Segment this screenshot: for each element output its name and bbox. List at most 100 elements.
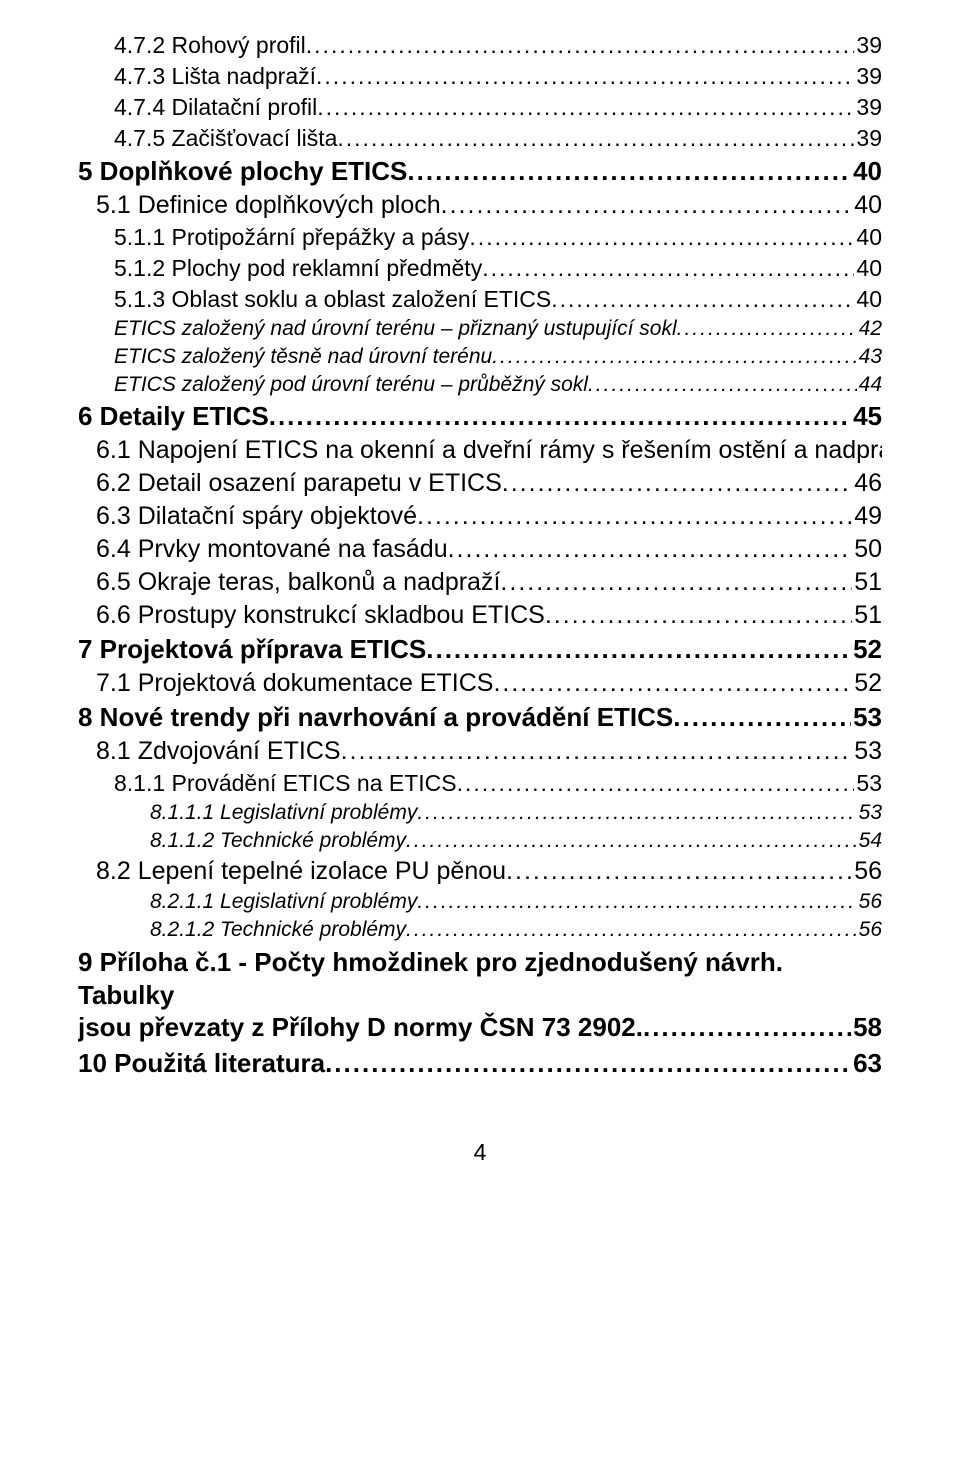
toc-entry-page: 51 [852, 601, 882, 630]
toc-entry-title: 8.2 Lepení tepelné izolace PU pěnou [96, 857, 506, 886]
toc-entry: 6.5 Okraje teras, balkonů a nadpraží51 [78, 568, 882, 597]
toc-entry: 8.1 Zdvojování ETICS53 [78, 737, 882, 766]
toc-entry-page: 53 [851, 702, 882, 733]
toc-entry-page: 43 [857, 345, 882, 369]
toc-leader-dots [673, 702, 851, 733]
toc-leader-dots [325, 1048, 851, 1079]
toc-leader-dots [545, 601, 852, 630]
toc-leader-dots [337, 125, 854, 152]
toc-entry-page: 50 [852, 535, 882, 564]
toc-entry-title: 8.1 Zdvojování ETICS [96, 737, 341, 766]
toc-entry: ETICS založený pod úrovní terénu – průbě… [78, 373, 882, 397]
toc-entry-page: 40 [854, 224, 882, 251]
toc-entry-title: ETICS založený pod úrovní terénu – průbě… [114, 373, 588, 397]
toc-leader-dots [269, 401, 851, 432]
toc-entry: 5.1.2 Plochy pod reklamní předměty 40 [78, 255, 882, 282]
toc-entry-page: 40 [852, 191, 882, 220]
toc-leader-dots [341, 737, 853, 766]
toc-entry-page: 42 [857, 317, 882, 341]
toc-entry-page: 49 [852, 502, 882, 531]
toc-entry-page: 45 [851, 401, 882, 432]
toc-leader-dots [417, 890, 856, 914]
toc-entry: 4.7.3 Lišta nadpraží 39 [78, 63, 882, 90]
toc-entry-title: 5.1 Definice doplňkových ploch [96, 191, 441, 220]
toc-leader-dots [441, 191, 853, 220]
toc-entry-title: 10 Použitá literatura [78, 1048, 325, 1079]
toc-entry-page: 52 [851, 634, 882, 665]
toc-leader-dots [316, 63, 854, 90]
toc-entry-title: 6.2 Detail osazení parapetu v ETICS [96, 469, 502, 498]
toc-entry: 9 Příloha č.1 - Počty hmoždinek pro zjed… [78, 946, 882, 1044]
toc-entry-title-line: 9 Příloha č.1 - Počty hmoždinek pro zjed… [78, 946, 882, 1011]
toc-entry: ETICS založený těsně nad úrovní terénu 43 [78, 345, 882, 369]
toc-entry: 4.7.2 Rohový profil39 [78, 32, 882, 59]
toc-entry-page: 46 [852, 469, 882, 498]
toc-leader-dots [506, 857, 852, 886]
toc-leader-dots [492, 345, 856, 369]
toc-entry-title: 8.1.1 Provádění ETICS na ETICS [114, 770, 457, 797]
toc-entry: 8 Nové trendy při navrhování a provádění… [78, 702, 882, 733]
toc-entry: 6 Detaily ETICS 45 [78, 401, 882, 432]
toc-entry-page: 56 [857, 890, 882, 914]
toc-entry-page: 44 [857, 373, 882, 397]
toc-entry: 6.4 Prvky montované na fasádu 50 [78, 535, 882, 564]
toc-leader-dots [406, 918, 857, 942]
toc-entry: 10 Použitá literatura 63 [78, 1048, 882, 1079]
toc-entry-title: 5.1.1 Protipožární přepážky a pásy [114, 224, 469, 251]
toc-entry-title: 7.1 Projektová dokumentace ETICS [96, 669, 493, 698]
toc-entry: 6.6 Prostupy konstrukcí skladbou ETICS51 [78, 601, 882, 630]
toc-leader-dots [493, 669, 852, 698]
toc-entry: 8.2.1.1 Legislativní problémy 56 [78, 890, 882, 914]
toc-entry: 6.2 Detail osazení parapetu v ETICS 46 [78, 469, 882, 498]
toc-leader-dots [482, 255, 854, 282]
document-page: 4.7.2 Rohový profil39 4.7.3 Lišta nadpraž… [0, 0, 960, 1469]
toc-leader-dots [306, 32, 855, 59]
toc-entry-page: 52 [852, 669, 882, 698]
toc-leader-dots [588, 373, 857, 397]
toc-entry: 6.3 Dilatační spáry objektové 49 [78, 502, 882, 531]
toc-leader-dots [417, 801, 856, 825]
toc-entry: 4.7.4 Dilatační profil 39 [78, 94, 882, 121]
toc-entry-title: 7 Projektová příprava ETICS [78, 634, 426, 665]
toc-entry-page: 40 [851, 156, 882, 187]
toc-entry-page: 39 [854, 94, 882, 121]
toc-entry-page: 39 [854, 32, 882, 59]
toc-entry-title: 8.2.1.1 Legislativní problémy [150, 890, 417, 914]
toc-entry-page: 56 [857, 918, 882, 942]
toc-leader-dots [317, 94, 854, 121]
toc-entry-page: 63 [851, 1048, 882, 1079]
toc-entry-title: 6.3 Dilatační spáry objektové [96, 502, 417, 531]
toc-entry-title: 4.7.5 Začišťovací lišta [114, 125, 337, 152]
toc-entry-page: 53 [854, 770, 882, 797]
toc-entry-title: ETICS založený nad úrovní terénu – přizn… [114, 317, 677, 341]
toc-leader-dots [643, 1011, 851, 1044]
toc-entry-page: 53 [857, 801, 882, 825]
toc-leader-dots [407, 156, 851, 187]
toc-entry: 8.1.1.2 Technické problémy54 [78, 829, 882, 853]
toc-leader-dots [448, 535, 853, 564]
toc-entry-title: 5.1.2 Plochy pod reklamní předměty [114, 255, 482, 282]
toc-entry-title: 8.1.1.2 Technické problémy [150, 829, 406, 853]
toc-leader-dots [551, 286, 854, 313]
toc-entry-title: 4.7.4 Dilatační profil [114, 94, 317, 121]
toc-entry: 8.1.1 Provádění ETICS na ETICS 53 [78, 770, 882, 797]
toc-leader-dots [417, 502, 852, 531]
toc-entry-title: 6.4 Prvky montované na fasádu [96, 535, 448, 564]
toc-leader-dots [426, 634, 851, 665]
toc-leader-dots [457, 770, 855, 797]
table-of-contents: 4.7.2 Rohový profil39 4.7.3 Lišta nadpraž… [78, 32, 882, 1079]
toc-entry-title: 5 Doplňkové plochy ETICS [78, 156, 407, 187]
toc-entry-title: ETICS založený těsně nad úrovní terénu [114, 345, 492, 369]
toc-entry-title: jsou převzaty z Přílohy D normy ČSN 73 2… [78, 1011, 643, 1044]
toc-entry: 5 Doplňkové plochy ETICS 40 [78, 156, 882, 187]
toc-leader-dots [502, 469, 852, 498]
toc-entry-last-line: jsou převzaty z Přílohy D normy ČSN 73 2… [78, 1011, 882, 1044]
toc-entry-title: 8 Nové trendy při navrhování a provádění… [78, 702, 673, 733]
toc-entry: ETICS založený nad úrovní terénu – přizn… [78, 317, 882, 341]
toc-entry-title: 4.7.3 Lišta nadpraží [114, 63, 316, 90]
page-number: 4 [78, 1139, 882, 1166]
toc-entry-page: 40 [854, 255, 882, 282]
toc-entry-page: 39 [854, 125, 882, 152]
toc-entry-page: 39 [854, 63, 882, 90]
toc-entry-title: 6 Detaily ETICS [78, 401, 269, 432]
